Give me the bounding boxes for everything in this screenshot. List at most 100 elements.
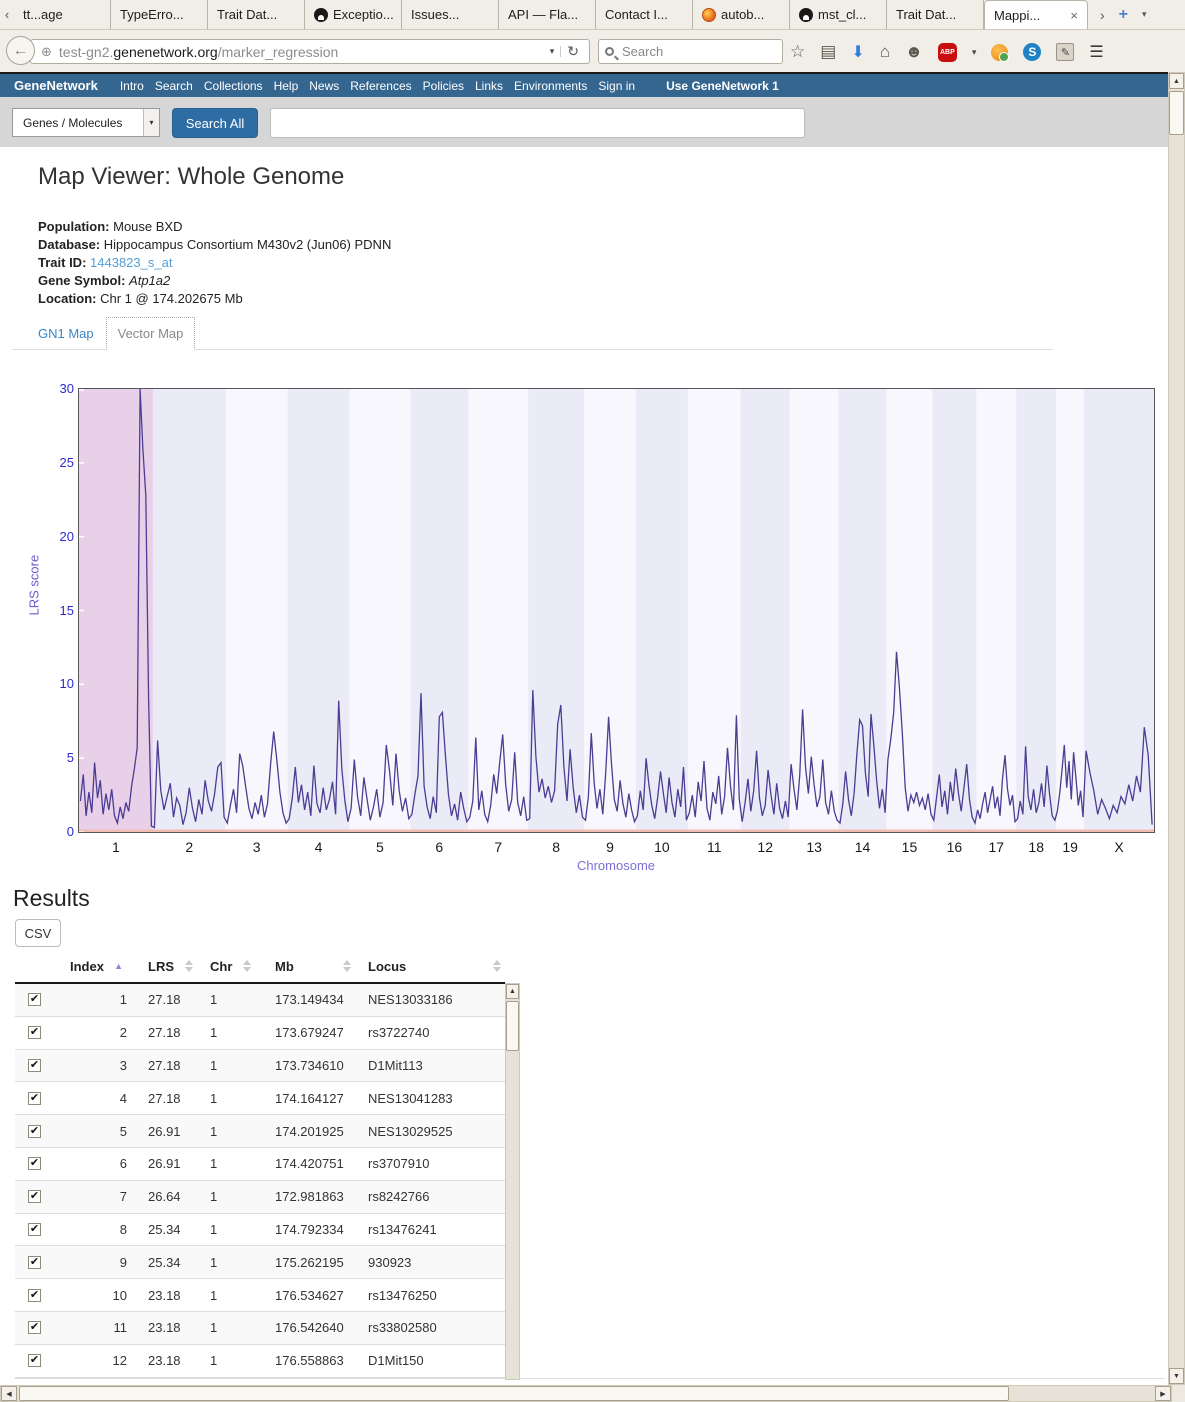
sort-up-arrow [493,960,501,965]
browser-tab[interactable]: API — Fla... [499,0,596,29]
close-icon[interactable]: × [1070,7,1078,23]
row-checkbox[interactable]: ✔ [28,1091,41,1105]
sort-up-arrow [185,960,193,965]
select-caret-icon[interactable]: ▾ [143,109,159,136]
url-prefix: test-gn2. [58,43,114,60]
new-tab-button[interactable]: + [1118,5,1129,23]
bookmark-star-icon[interactable]: ☆ [790,42,806,61]
browser-tab[interactable]: tt...age [14,0,111,29]
addon-icon[interactable] [991,43,1010,62]
chr-band-7 [468,389,529,832]
tab-scroll-left-icon[interactable]: ‹ [4,7,10,22]
row-checkbox[interactable]: ✔ [28,1124,41,1138]
sort-icon[interactable] [343,960,351,972]
nav-item-search[interactable]: Search [154,78,193,93]
sort-ascending-icon[interactable]: ▲ [114,961,123,971]
row-checkbox-cell: ✔ [15,1058,55,1072]
trait-id-link[interactable]: 1443823_s_at [90,255,173,270]
cell-chr: 1 [210,1123,218,1139]
column-header-lrs[interactable]: LRS [135,950,197,982]
nav-item-policies[interactable]: Policies [422,78,464,93]
nav-item-news[interactable]: News [309,78,340,93]
browser-tab[interactable]: Issues... [402,0,499,29]
row-checkbox[interactable]: ✔ [28,993,41,1007]
tab-gn1-map[interactable]: GN1 Map [38,326,94,341]
column-header-label: Chr [210,958,233,974]
scroll-up-icon[interactable]: ▲ [1169,73,1184,89]
table-scroll-up-icon[interactable]: ▲ [506,984,519,999]
browser-search-input[interactable] [620,43,776,60]
page-vertical-scrollbar[interactable]: ▲ ▼ [1168,72,1185,1385]
nav-item-environments[interactable]: Environments [514,78,588,93]
nav-item-links[interactable]: Links [475,78,504,93]
browser-tab[interactable]: Trait Dat... [208,0,305,29]
column-header-label: Mb [275,958,294,974]
tab-label: tt...age [23,7,63,22]
row-checkbox[interactable]: ✔ [28,1255,41,1269]
tab-list-caret-icon[interactable]: ▾ [1142,9,1147,19]
row-checkbox[interactable]: ✔ [28,1354,41,1368]
sort-icon[interactable] [493,960,501,972]
scroll-right-icon[interactable]: ▶ [1155,1386,1171,1401]
adblock-icon[interactable]: ABP [937,42,957,62]
menu-icon[interactable]: ☰ [1089,44,1104,61]
table-scrollbar-thumb[interactable] [506,1001,519,1051]
compose-icon[interactable]: ✎ [1056,43,1075,61]
row-checkbox[interactable]: ✔ [28,1157,41,1171]
skype-icon[interactable]: S [1023,43,1042,61]
table-scrollbar[interactable]: ▲ [505,983,520,1380]
browser-tab-active[interactable]: Mappi... × [984,0,1088,29]
url-dropdown-icon[interactable]: ▾ [544,46,562,57]
browser-tab[interactable]: TypeErro... [111,0,208,29]
cell-locus: rs33802580 [368,1320,437,1336]
nav-item-help[interactable]: Help [273,78,299,93]
column-header-index[interactable]: Index ▲ [55,950,135,982]
column-header-mb[interactable]: Mb [255,950,355,982]
nav-item-references[interactable]: References [350,78,412,93]
site-search-input[interactable] [270,108,805,138]
page-hscrollbar-thumb[interactable] [19,1386,1009,1401]
url-bar[interactable]: ⊕ test-gn2. genenetwork.org/marker_regres… [30,39,590,64]
download-icon[interactable]: ⬇ [851,44,865,61]
nav-item-collections[interactable]: Collections [203,78,263,93]
brand-logo[interactable]: GeneNetwork [14,78,98,93]
nav-item-intro[interactable]: Intro [119,78,144,93]
row-checkbox[interactable]: ✔ [28,1222,41,1236]
column-header-chr[interactable]: Chr [197,950,255,982]
row-checkbox[interactable]: ✔ [28,1288,41,1302]
scroll-left-icon[interactable]: ◀ [1,1386,17,1401]
tab-vector-map[interactable]: Vector Map [106,317,195,350]
search-category-select[interactable]: Genes / Molecules ▾ [12,108,160,137]
x-tick-chr-3: 3 [252,839,261,855]
browser-tab[interactable]: mst_cl... [790,0,887,29]
scroll-down-icon[interactable]: ▼ [1169,1368,1184,1384]
tab-label: mst_cl... [818,7,867,22]
home-icon[interactable]: ⌂ [879,42,890,61]
chr-band-14 [838,389,887,832]
use-genenetwork1-link[interactable]: Use GeneNetwork 1 [666,78,779,93]
tab-overflow-icon[interactable]: › [1100,6,1105,23]
browser-search-box[interactable] [598,39,783,64]
reload-icon[interactable]: ↻ [567,43,579,59]
browser-tab[interactable]: Trait Dat... [887,0,984,29]
nav-item-sign-in[interactable]: Sign in [598,78,636,93]
sort-icon[interactable] [243,960,251,972]
column-header-locus[interactable]: Locus [355,950,505,982]
cell-locus: rs3707910 [368,1156,430,1172]
browser-tab[interactable]: Exceptio... [305,0,402,29]
chat-icon[interactable]: ☻ [905,42,923,61]
row-checkbox[interactable]: ✔ [28,1321,41,1335]
reading-list-icon[interactable]: ▤ [820,42,837,61]
row-checkbox[interactable]: ✔ [28,1190,41,1204]
csv-button[interactable]: CSV [15,919,61,947]
row-checkbox[interactable]: ✔ [28,1058,41,1072]
browser-tab[interactable]: autob... [693,0,790,29]
page-vscrollbar-thumb[interactable] [1169,91,1184,135]
row-checkbox[interactable]: ✔ [28,1026,41,1040]
page-horizontal-scrollbar[interactable]: ◀ ▶ [0,1385,1172,1402]
back-button[interactable]: ← [6,36,35,65]
browser-tab[interactable]: Contact I... [596,0,693,29]
sort-icon[interactable] [185,960,193,972]
adblock-caret-icon[interactable]: ▾ [971,46,977,57]
search-all-button[interactable]: Search All [172,108,258,138]
